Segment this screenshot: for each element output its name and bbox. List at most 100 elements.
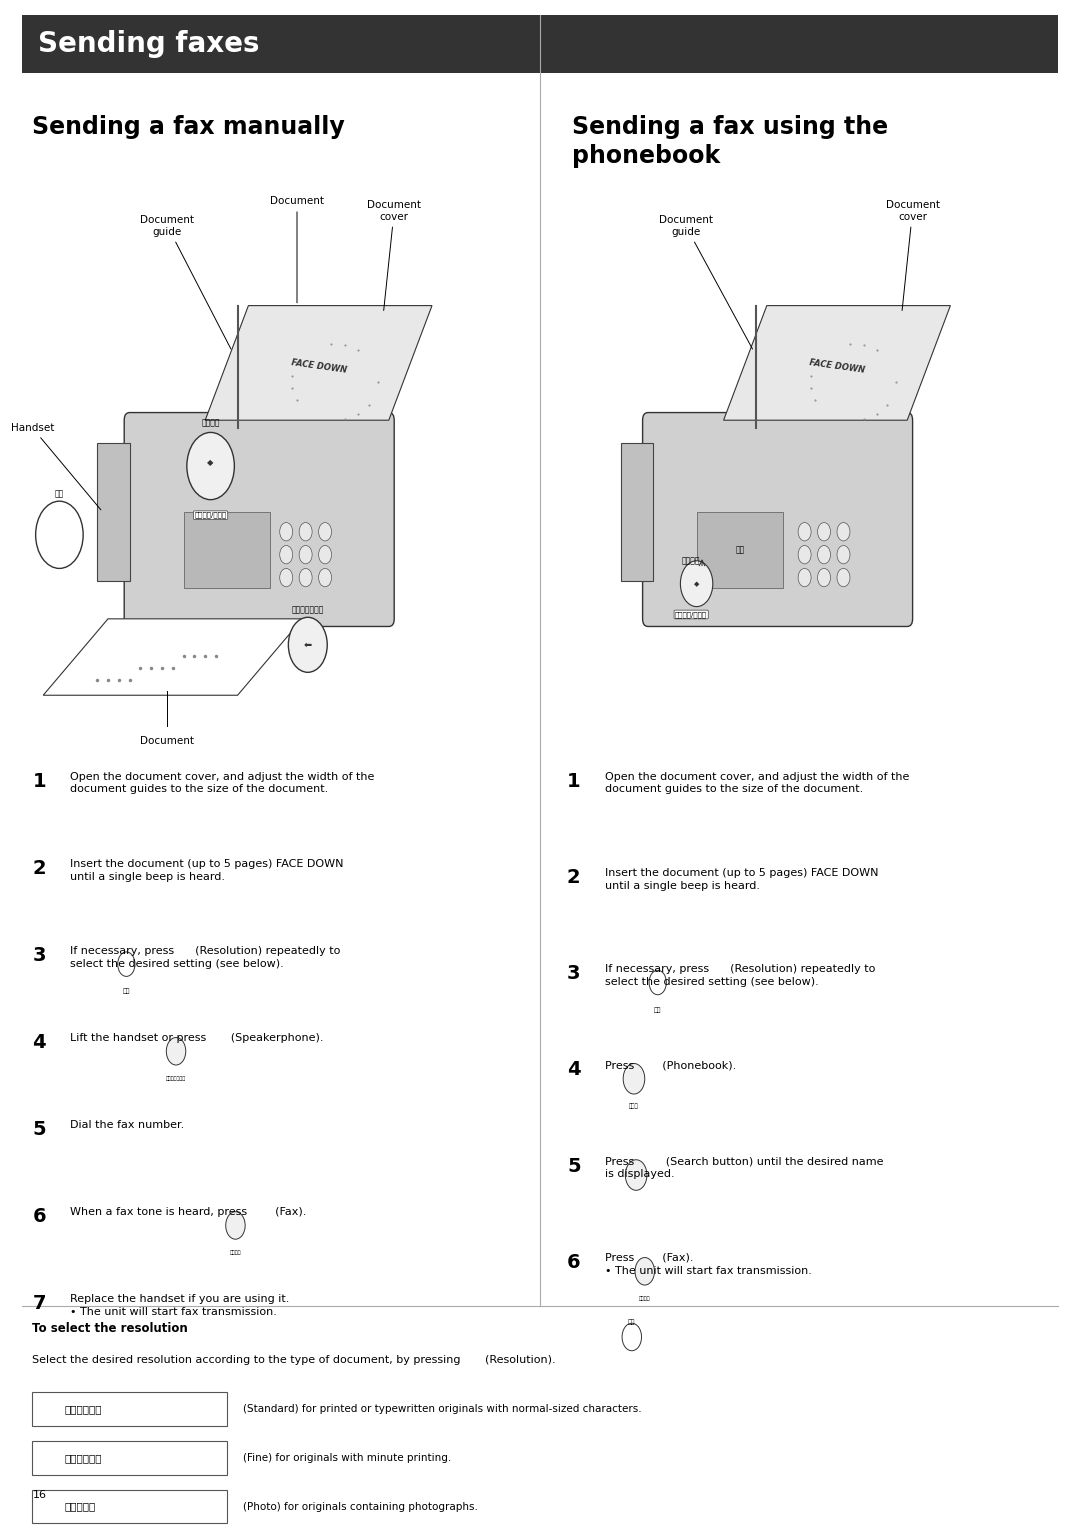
Circle shape [319, 523, 332, 541]
Text: 5: 5 [567, 1157, 581, 1175]
Circle shape [680, 561, 713, 607]
Text: 画質: 画質 [55, 489, 64, 498]
Polygon shape [724, 306, 950, 420]
Text: Sending a fax manually: Sending a fax manually [32, 115, 346, 139]
Text: 1: 1 [32, 772, 46, 790]
Text: Sending a fax using the
phonebook: Sending a fax using the phonebook [572, 115, 889, 168]
Text: If necessary, press      (Resolution) repeatedly to
select the desired setting (: If necessary, press (Resolution) repeate… [70, 946, 340, 969]
Text: スタート: スタート [201, 419, 220, 428]
Bar [697, 512, 783, 588]
Text: Lift the handset or press       (Speakerphone).: Lift the handset or press (Speakerphone)… [70, 1033, 324, 1044]
Circle shape [818, 545, 831, 564]
Text: Handset: Handset [11, 423, 100, 510]
FancyBboxPatch shape [32, 1392, 227, 1426]
Circle shape [319, 545, 332, 564]
FancyBboxPatch shape [643, 413, 913, 626]
Circle shape [798, 523, 811, 541]
Bar [97, 443, 130, 581]
Circle shape [798, 545, 811, 564]
Text: スタート: スタート [639, 1296, 650, 1300]
Text: ◆: ◆ [694, 581, 699, 587]
Circle shape [166, 1038, 186, 1065]
Text: Open the document cover, and adjust the width of the
document guides to the size: Open the document cover, and adjust the … [70, 772, 375, 795]
Bar [621, 443, 653, 581]
Text: Document
cover: Document cover [886, 200, 940, 310]
Text: To select the resolution: To select the resolution [32, 1322, 188, 1335]
Text: Sending faxes: Sending faxes [38, 31, 259, 58]
Circle shape [288, 617, 327, 672]
Circle shape [837, 568, 850, 587]
Text: Press        (Fax).
• The unit will start fax transmission.: Press (Fax). • The unit will start fax t… [605, 1253, 812, 1276]
Text: 画質: 画質 [654, 1007, 661, 1013]
Text: Document
cover: Document cover [367, 200, 421, 310]
Text: Replace the handset if you are using it.
• The unit will start fax transmission.: Replace the handset if you are using it.… [70, 1294, 289, 1317]
Text: 電話帳: 電話帳 [629, 1103, 639, 1109]
Text: スタート: スタート [230, 1250, 241, 1254]
Text: Document: Document [270, 196, 324, 303]
Circle shape [280, 545, 293, 564]
Polygon shape [205, 306, 432, 420]
Text: スピーカーホン: スピーカーホン [292, 605, 324, 614]
Text: 2: 2 [567, 868, 581, 886]
Text: Document
guide: Document guide [140, 215, 231, 348]
Text: 画質＝写真: 画質＝写真 [65, 1502, 96, 1511]
Text: 3: 3 [567, 964, 581, 983]
Text: Press        (Phonebook).: Press (Phonebook). [605, 1060, 737, 1071]
Text: Insert the document (up to 5 pages) FACE DOWN
until a single beep is heard.: Insert the document (up to 5 pages) FACE… [70, 859, 343, 882]
Text: 4: 4 [567, 1060, 581, 1079]
Text: Document
guide: Document guide [659, 215, 753, 348]
Text: スピーカーホン: スピーカーホン [166, 1076, 186, 1080]
Circle shape [36, 501, 83, 568]
Text: If necessary, press      (Resolution) repeatedly to
select the desired setting (: If necessary, press (Resolution) repeate… [605, 964, 875, 987]
Text: 2: 2 [32, 859, 46, 877]
Circle shape [837, 545, 850, 564]
Text: 画質＝ふつう: 画質＝ふつう [65, 1404, 103, 1413]
Text: Press         (Search button) until the desired name
is displayed.: Press (Search button) until the desired … [605, 1157, 883, 1180]
Text: 5: 5 [32, 1120, 46, 1138]
Text: 3: 3 [32, 946, 45, 964]
Circle shape [635, 1258, 654, 1285]
Text: Select the desired resolution according to the type of document, by pressing    : Select the desired resolution according … [32, 1355, 556, 1366]
Circle shape [118, 952, 135, 976]
Circle shape [299, 568, 312, 587]
Text: FACE DOWN: FACE DOWN [291, 359, 347, 374]
Text: Dial the fax number.: Dial the fax number. [70, 1120, 185, 1131]
Text: 6: 6 [32, 1207, 46, 1225]
Text: ◆: ◆ [207, 458, 214, 468]
FancyBboxPatch shape [32, 1490, 227, 1523]
Bar [184, 512, 270, 588]
Circle shape [299, 523, 312, 541]
Text: ファクス/コピー: ファクス/コピー [194, 512, 227, 518]
Text: When a fax tone is heard, press        (Fax).: When a fax tone is heard, press (Fax). [70, 1207, 307, 1218]
Text: FACE DOWN: FACE DOWN [809, 359, 865, 374]
Circle shape [625, 1160, 647, 1190]
Bar [22, 15, 1058, 73]
Text: 画質: 画質 [629, 1319, 635, 1325]
Text: スタート: スタート [681, 556, 701, 565]
Circle shape [622, 1323, 642, 1351]
Circle shape [798, 568, 811, 587]
Text: 画質: 画質 [735, 545, 744, 555]
Text: ファクス/コピー: ファクス/コピー [675, 611, 707, 617]
Circle shape [818, 568, 831, 587]
Text: 画質: 画質 [123, 989, 130, 995]
Circle shape [299, 545, 312, 564]
FancyBboxPatch shape [32, 1441, 227, 1475]
Circle shape [280, 568, 293, 587]
Text: (Standard) for printed or typewritten originals with normal-sized characters.: (Standard) for printed or typewritten or… [243, 1404, 642, 1413]
Text: (Fine) for originals with minute printing.: (Fine) for originals with minute printin… [243, 1453, 451, 1462]
Text: 4: 4 [32, 1033, 46, 1051]
Circle shape [818, 523, 831, 541]
Text: Open the document cover, and adjust the width of the
document guides to the size: Open the document cover, and adjust the … [605, 772, 909, 795]
Circle shape [280, 523, 293, 541]
Text: (Photo) for originals containing photographs.: (Photo) for originals containing photogr… [243, 1502, 477, 1511]
Text: 16: 16 [32, 1490, 46, 1500]
Text: 画質＝小さい: 画質＝小さい [65, 1453, 103, 1462]
Text: ⬅: ⬅ [303, 640, 312, 649]
Circle shape [623, 1063, 645, 1094]
Circle shape [649, 970, 666, 995]
Text: 6: 6 [567, 1253, 581, 1271]
Polygon shape [43, 619, 302, 695]
Circle shape [226, 1212, 245, 1239]
Text: 1: 1 [567, 772, 581, 790]
